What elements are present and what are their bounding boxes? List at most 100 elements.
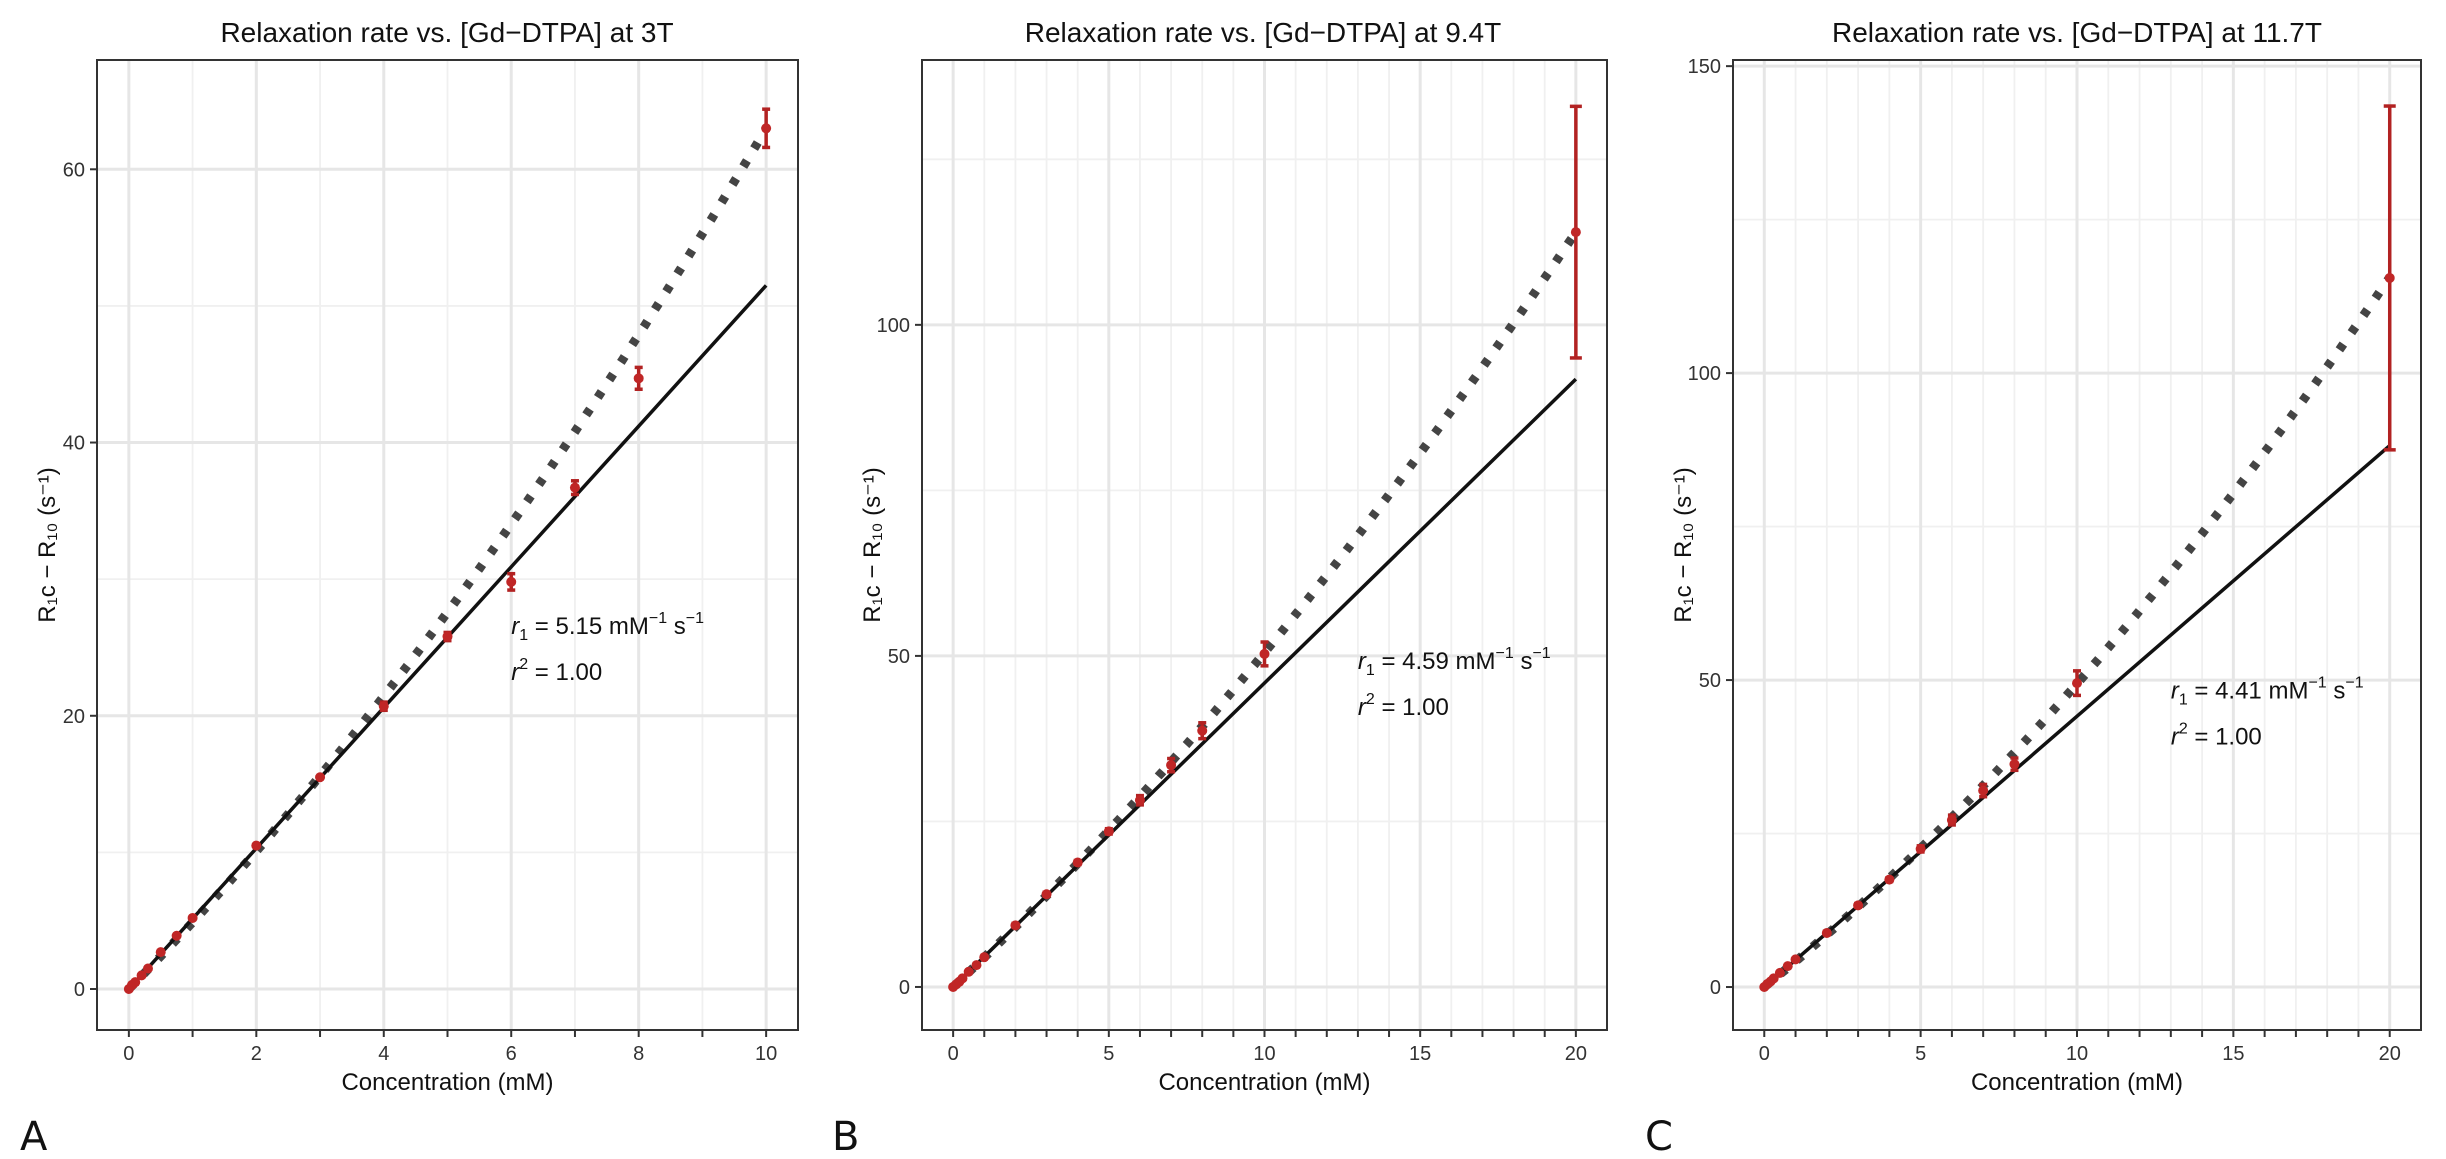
data-point	[761, 123, 772, 134]
data-point	[187, 912, 198, 923]
r2-superscript: 2	[519, 656, 528, 673]
gridlines	[922, 60, 1607, 1030]
chart-title: Relaxation rate vs. [Gd−DTPA] at 3T	[220, 17, 673, 48]
data-point	[1946, 815, 1957, 826]
linear-fit-line	[951, 377, 1578, 989]
r1-symbol: r	[2171, 677, 2180, 704]
data-point	[171, 930, 182, 941]
y-tick-label: 40	[63, 433, 85, 455]
y-tick-label: 0	[1710, 977, 1721, 999]
r2-superscript: 2	[1366, 691, 1375, 708]
r1-value: = 5.15 mM	[528, 613, 649, 640]
data-point	[155, 947, 166, 958]
data-point	[569, 482, 580, 493]
data-point	[130, 977, 141, 988]
r1-unit-s-exponent: −1	[1532, 645, 1550, 662]
data-point	[1782, 961, 1793, 972]
data-point	[1884, 874, 1895, 885]
panel-c: Relaxation rate vs. [Gd−DTPA] at 11.7T C 0…	[1645, 17, 2422, 1159]
y-tick-label: 100	[877, 315, 910, 337]
r1-unit-s-exponent: −1	[2345, 674, 2363, 691]
r1-subscript: 1	[519, 627, 528, 644]
data-point	[142, 963, 153, 974]
y-tick-label: 60	[63, 159, 85, 181]
data-point	[378, 701, 389, 712]
r2-value: = 1.00	[2188, 723, 2262, 750]
data-point	[1134, 795, 1145, 806]
x-tick-label: 15	[2222, 1043, 2244, 1065]
gridlines	[97, 60, 798, 1030]
y-tick-label: 50	[888, 646, 910, 668]
y-axis-title: R₁c − R₁₀ (s⁻¹)	[34, 467, 61, 622]
y-tick-label: 100	[1688, 363, 1721, 385]
y-tick-label: 20	[63, 706, 85, 728]
data-point	[442, 631, 453, 642]
data-point	[1010, 920, 1021, 931]
data-point	[957, 973, 968, 984]
r2-annotation: r2 = 1.00	[511, 656, 602, 686]
x-tick-label: 10	[1253, 1043, 1275, 1065]
data-point	[1072, 857, 1083, 868]
data-point	[2384, 272, 2395, 283]
y-tick-label: 0	[74, 979, 85, 1001]
r1-unit-exponent: −1	[2308, 674, 2326, 691]
data-point	[251, 840, 262, 851]
plot-area	[1759, 104, 2396, 993]
x-tick-label: 0	[123, 1043, 134, 1065]
x-tick-label: 10	[755, 1043, 777, 1065]
data-point	[963, 966, 974, 977]
x-tick-label: 6	[506, 1043, 517, 1065]
data-point	[1103, 826, 1114, 837]
r2-symbol: r	[1358, 694, 1367, 721]
panel-letter: C	[1645, 1114, 1673, 1159]
x-tick-label: 4	[378, 1043, 389, 1065]
y-tick-label: 150	[1688, 56, 1721, 78]
plot-area	[948, 104, 1582, 992]
data-point	[2072, 678, 2082, 689]
data-point	[2009, 759, 2020, 770]
linear-fit-line	[1763, 444, 2391, 989]
r2-symbol: r	[511, 659, 520, 686]
x-tick-label: 20	[1565, 1043, 1587, 1065]
x-tick-label: 0	[948, 1043, 959, 1065]
data-point	[1166, 760, 1177, 771]
y-tick-label: 0	[899, 977, 910, 999]
plot-area	[123, 107, 772, 995]
y-axis-title: R₁c − R₁₀ (s⁻¹)	[859, 467, 886, 622]
quadratic-trend-line	[950, 229, 1580, 991]
r1-symbol: r	[511, 613, 520, 640]
r1-value: = 4.59 mM	[1375, 648, 1496, 675]
r1-unit-s: s	[667, 613, 686, 640]
r2-annotation: r2 = 1.00	[1358, 691, 1449, 721]
panel-a: Relaxation rate vs. [Gd−DTPA] at 3T A 0 2 4 6…	[20, 17, 799, 1159]
y-tick-label: 50	[1699, 670, 1721, 692]
x-tick-label: 10	[2066, 1043, 2088, 1065]
r1-annotation: r1 = 5.15 mM−1 s−1	[511, 610, 704, 644]
data-point	[1570, 227, 1581, 238]
panel-letter: B	[832, 1114, 859, 1159]
data-point	[136, 970, 147, 981]
x-tick-label: 5	[1915, 1043, 1926, 1065]
r1-symbol: r	[1358, 648, 1367, 675]
r2-value: = 1.00	[1375, 694, 1449, 721]
data-point	[506, 576, 517, 587]
x-tick-label: 8	[633, 1043, 644, 1065]
data-point	[1978, 785, 1989, 796]
data-point	[633, 373, 644, 384]
r2-value: = 1.00	[528, 659, 602, 686]
r1-annotation: r1 = 4.41 mM−1 s−1	[2171, 674, 2364, 708]
chart-title: Relaxation rate vs. [Gd−DTPA] at 11.7T	[1832, 17, 2322, 48]
data-point	[1821, 928, 1832, 938]
data-point	[315, 772, 326, 783]
r1-unit-exponent: −1	[649, 610, 667, 627]
panel-b: Relaxation rate vs. [Gd−DTPA] at 9.4T B 0 5…	[832, 17, 1608, 1159]
r1-unit-s-exponent: −1	[686, 610, 704, 627]
x-tick-label: 5	[1103, 1043, 1114, 1065]
r2-superscript: 2	[2179, 720, 2188, 737]
r2-symbol: r	[2171, 723, 2180, 750]
x-tick-label: 15	[1409, 1043, 1431, 1065]
r1-unit-s: s	[2327, 677, 2346, 704]
panel-letter: A	[20, 1114, 48, 1159]
r1-unit-s: s	[1514, 648, 1533, 675]
